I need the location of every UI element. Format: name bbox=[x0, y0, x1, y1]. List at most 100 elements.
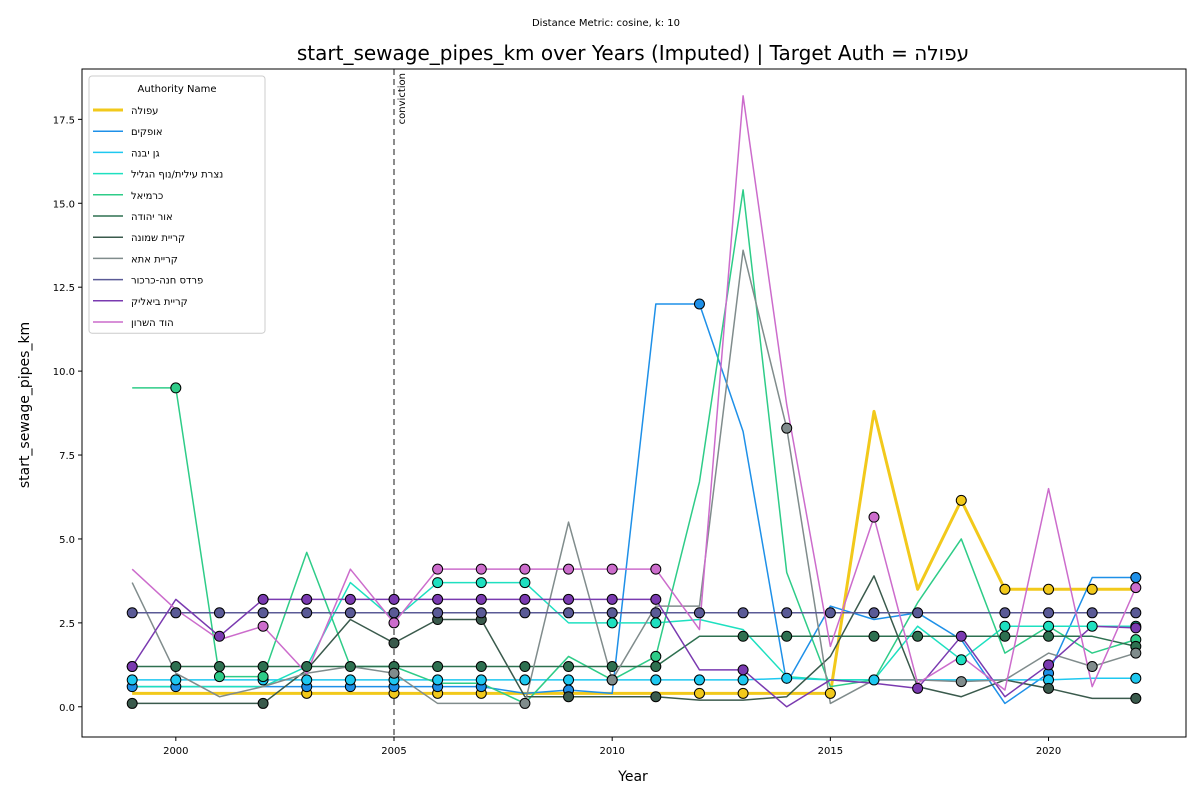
imputed-point bbox=[606, 674, 618, 686]
imputed-point bbox=[1130, 647, 1142, 659]
series-line-4 bbox=[132, 189, 1137, 705]
imputed-point bbox=[563, 563, 575, 575]
imputed-point bbox=[170, 607, 182, 619]
series-line-6 bbox=[132, 575, 1136, 705]
imputed-point bbox=[955, 654, 967, 666]
y-tick-label: 15.0 bbox=[53, 199, 75, 210]
imputed-point bbox=[999, 620, 1011, 632]
imputed-point bbox=[475, 674, 487, 686]
imputed-point bbox=[170, 661, 182, 673]
imputed-point bbox=[868, 674, 880, 686]
imputed-point bbox=[563, 674, 575, 686]
imputed-point bbox=[606, 593, 618, 605]
imputed-point bbox=[737, 607, 749, 619]
y-tick-label: 12.5 bbox=[53, 283, 75, 294]
series-line-0 bbox=[132, 409, 1136, 695]
plot-frame bbox=[81, 68, 1187, 738]
imputed-point bbox=[606, 617, 618, 629]
imputed-point bbox=[257, 661, 269, 673]
imputed-point bbox=[737, 687, 749, 699]
imputed-point bbox=[737, 664, 749, 676]
imputed-point bbox=[257, 593, 269, 605]
chart-title: start_sewage_pipes_km over Years (Impute… bbox=[297, 41, 969, 65]
imputed-point bbox=[1086, 661, 1098, 673]
imputed-point bbox=[257, 697, 269, 709]
imputed-point bbox=[563, 593, 575, 605]
imputed-point bbox=[432, 674, 444, 686]
legend-entry: כרמיאל bbox=[131, 191, 163, 202]
imputed-point bbox=[781, 630, 793, 642]
imputed-point bbox=[1043, 630, 1055, 642]
legend-entry: הוד השרון bbox=[131, 318, 174, 329]
imputed-point bbox=[126, 661, 138, 673]
x-axis: 2000 2005 2010 2015 2020 bbox=[163, 737, 1061, 757]
imputed-point bbox=[213, 630, 225, 642]
x-axis-label: Year bbox=[617, 769, 648, 785]
x-tick-label: 2000 bbox=[163, 746, 188, 757]
imputed-point bbox=[432, 593, 444, 605]
y-axis-label: start_sewage_pipes_km bbox=[17, 322, 33, 488]
imputed-point bbox=[693, 674, 705, 686]
imputed-point bbox=[432, 661, 444, 673]
imputed-point bbox=[912, 682, 924, 694]
imputed-point bbox=[519, 697, 531, 709]
legend-box bbox=[88, 75, 266, 334]
imputed-point bbox=[1130, 572, 1142, 584]
imputed-point bbox=[737, 630, 749, 642]
imputed-point bbox=[693, 687, 705, 699]
imputed-point bbox=[693, 607, 705, 619]
x-tick-label: 2010 bbox=[599, 746, 624, 757]
imputed-point bbox=[824, 607, 836, 619]
imputed-point bbox=[912, 630, 924, 642]
imputed-point bbox=[955, 630, 967, 642]
imputed-point bbox=[388, 593, 400, 605]
imputed-point bbox=[1086, 607, 1098, 619]
series-line-9 bbox=[131, 598, 1136, 708]
legend-entry: עפולה bbox=[131, 106, 158, 117]
imputed-point bbox=[868, 630, 880, 642]
imputed-point bbox=[519, 563, 531, 575]
imputed-point bbox=[388, 637, 400, 649]
imputed-point bbox=[1043, 620, 1055, 632]
imputed-point bbox=[519, 577, 531, 589]
imputed-point bbox=[301, 674, 313, 686]
imputed-point bbox=[868, 511, 880, 523]
legend: Authority Name עפולה אופקים גן יבנה נצרת עיל… bbox=[88, 75, 266, 334]
legend-entry: אור יהודה bbox=[131, 212, 173, 223]
imputed-point bbox=[1086, 583, 1098, 595]
imputed-point bbox=[170, 674, 182, 686]
legend-title: Authority Name bbox=[138, 84, 217, 95]
imputed-point bbox=[257, 671, 269, 683]
y-tick-label: 5.0 bbox=[59, 535, 75, 546]
imputed-point bbox=[344, 674, 356, 686]
y-tick-label: 7.5 bbox=[59, 451, 75, 462]
imputed-point bbox=[475, 593, 487, 605]
imputed-point bbox=[1130, 607, 1142, 619]
imputed-point bbox=[301, 661, 313, 673]
imputed-point bbox=[388, 667, 400, 679]
x-tick-label: 2015 bbox=[818, 746, 843, 757]
y-tick-label: 17.5 bbox=[53, 115, 75, 126]
series-line-5 bbox=[132, 635, 1136, 668]
imputed-point bbox=[912, 607, 924, 619]
imputed-point bbox=[126, 697, 138, 709]
imputed-point bbox=[257, 607, 269, 619]
imputed-point bbox=[1043, 659, 1055, 671]
x-tick-label: 2005 bbox=[381, 746, 406, 757]
y-tick-label: 2.5 bbox=[59, 619, 75, 630]
series-line-10 bbox=[131, 95, 1137, 691]
legend-entry: נצרת עילית/נוף הגליל bbox=[131, 170, 223, 181]
series-line-3 bbox=[132, 581, 1136, 688]
legend-entry: קריית שמונה bbox=[131, 233, 185, 244]
imputed-point bbox=[1043, 682, 1055, 694]
imputed-point bbox=[301, 607, 313, 619]
imputed-point bbox=[606, 563, 618, 575]
imputed-point bbox=[1043, 607, 1055, 619]
legend-entry: פרדס חנה-כרכור bbox=[131, 276, 203, 287]
imputed-point bbox=[126, 607, 138, 619]
imputed-point bbox=[693, 298, 705, 310]
y-axis: 0.0 2.5 5.0 7.5 10.0 12.5 15.0 17.5 bbox=[53, 115, 82, 714]
imputed-point bbox=[475, 577, 487, 589]
imputed-point bbox=[432, 607, 444, 619]
